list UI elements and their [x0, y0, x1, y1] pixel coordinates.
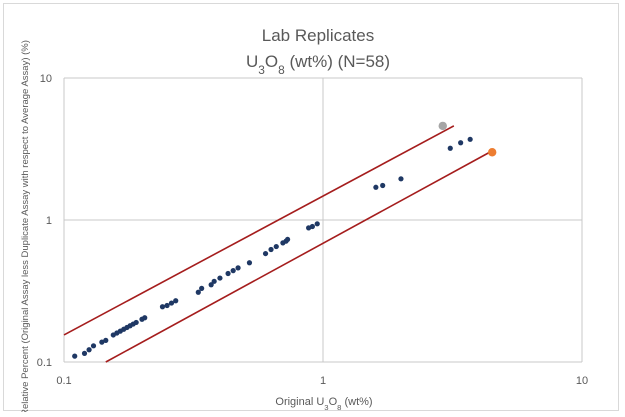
y-tick-label: 1 [46, 215, 52, 227]
data-point [380, 182, 386, 189]
data-point [373, 184, 379, 190]
chart-frame: Lab Replicates U3O8 (wt%) (N=58) 0.1 1 10 0… [3, 3, 619, 416]
bound-line [63, 125, 455, 336]
data-point [142, 315, 148, 321]
data-point [225, 270, 231, 277]
highlight-point-gray [438, 121, 447, 131]
data-point [168, 300, 175, 306]
data-point [230, 268, 236, 274]
chart-svg: Lab Replicates U3O8 (wt%) (N=58) 0.1 1 100… [20, 26, 588, 416]
data-point [309, 223, 315, 230]
data-point [72, 353, 78, 359]
data-point [268, 246, 274, 253]
data-point [262, 250, 269, 257]
y-axis-label: Relative Percent (Original Assay less Du… [20, 40, 31, 412]
chart-title: Lab Replicates [262, 26, 374, 45]
x-tick-label: 10 [576, 375, 588, 387]
highlight-point-orange [487, 148, 497, 157]
data-point [447, 145, 453, 151]
chart-subtitle: U3O8 (wt%) (N=58) [246, 52, 390, 77]
data-point [133, 319, 139, 326]
data-point [458, 140, 464, 146]
x-tick-label: 1 [320, 375, 326, 387]
data-point [195, 289, 201, 295]
bound-line [105, 151, 491, 363]
data-point [467, 136, 473, 142]
data-point [103, 337, 109, 343]
data-point [164, 302, 170, 309]
y-tick-label: 10 [40, 73, 52, 85]
data-point [273, 243, 279, 250]
y-tick-label: 0.1 [37, 357, 52, 369]
data-point [246, 260, 253, 266]
data-point [217, 275, 223, 281]
data-point [398, 176, 404, 182]
data-point [208, 282, 214, 288]
x-axis-label: Original U3O8 (wt%) [275, 396, 372, 412]
x-tick-label: 0.1 [56, 375, 71, 387]
data-point [285, 236, 291, 243]
data-point [99, 339, 105, 345]
data-point [173, 298, 179, 304]
data-point [199, 285, 205, 291]
data-point [211, 278, 217, 284]
data-point [159, 304, 166, 310]
data-point [235, 265, 241, 271]
data-point [86, 347, 92, 353]
data-point [81, 350, 88, 356]
data-point [90, 343, 97, 349]
data-point [314, 221, 320, 227]
plot-area: 0.1 1 10 0.1 1 10 [37, 73, 588, 387]
